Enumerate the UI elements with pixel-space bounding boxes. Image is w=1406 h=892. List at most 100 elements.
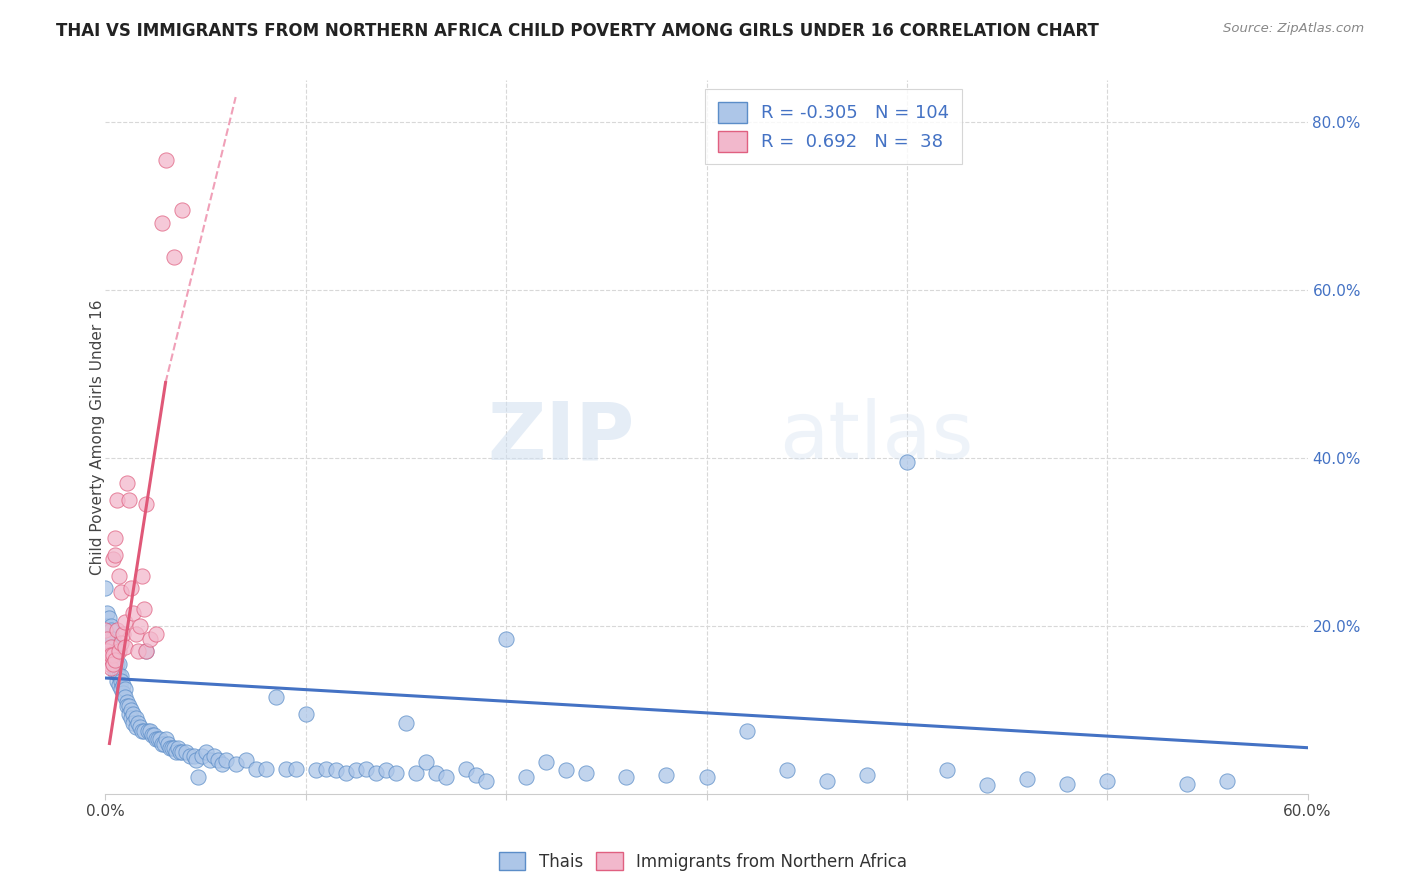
Point bbox=[150, 216, 173, 230]
Point bbox=[179, 749, 201, 764]
Point bbox=[100, 619, 122, 633]
Point bbox=[211, 757, 233, 772]
Point bbox=[103, 657, 125, 671]
Point bbox=[124, 720, 146, 734]
Point bbox=[155, 732, 177, 747]
Point bbox=[107, 673, 129, 688]
Point bbox=[108, 669, 131, 683]
Point bbox=[121, 581, 143, 595]
Point bbox=[104, 652, 127, 666]
Point bbox=[98, 648, 121, 663]
Point bbox=[138, 632, 160, 646]
Point bbox=[100, 648, 122, 663]
Point bbox=[118, 707, 141, 722]
Point bbox=[162, 740, 184, 755]
Point bbox=[150, 737, 173, 751]
Point bbox=[128, 720, 150, 734]
Point bbox=[159, 740, 181, 755]
Point bbox=[295, 707, 318, 722]
Point bbox=[96, 644, 118, 658]
Point bbox=[165, 745, 187, 759]
Point bbox=[124, 627, 146, 641]
Point bbox=[104, 665, 127, 680]
Point bbox=[395, 715, 418, 730]
Point bbox=[936, 764, 959, 778]
Point bbox=[108, 678, 131, 692]
Point bbox=[152, 737, 174, 751]
Point bbox=[110, 681, 132, 696]
Point bbox=[170, 203, 193, 218]
Point bbox=[117, 698, 139, 713]
Point bbox=[374, 764, 398, 778]
Point bbox=[135, 644, 157, 658]
Point bbox=[495, 632, 517, 646]
Point bbox=[98, 610, 121, 624]
Point bbox=[169, 745, 191, 759]
Point bbox=[103, 657, 125, 671]
Point bbox=[976, 779, 998, 793]
Point bbox=[344, 764, 367, 778]
Point bbox=[128, 619, 150, 633]
Point bbox=[112, 627, 135, 641]
Point bbox=[107, 657, 129, 671]
Text: Source: ZipAtlas.com: Source: ZipAtlas.com bbox=[1223, 22, 1364, 36]
Point bbox=[354, 762, 377, 776]
Point bbox=[96, 619, 118, 633]
Point bbox=[155, 153, 177, 167]
Point bbox=[187, 770, 209, 784]
Point bbox=[135, 644, 157, 658]
Point bbox=[100, 640, 122, 654]
Point bbox=[114, 640, 136, 654]
Point bbox=[696, 770, 718, 784]
Point bbox=[184, 753, 207, 767]
Point bbox=[655, 768, 678, 782]
Point bbox=[104, 640, 127, 654]
Point bbox=[114, 681, 136, 696]
Point bbox=[274, 762, 297, 776]
Point bbox=[110, 669, 132, 683]
Point bbox=[122, 707, 145, 722]
Point bbox=[98, 640, 121, 654]
Point bbox=[103, 632, 125, 646]
Point bbox=[112, 686, 135, 700]
Point bbox=[305, 764, 328, 778]
Point bbox=[434, 770, 457, 784]
Text: atlas: atlas bbox=[779, 398, 973, 476]
Point bbox=[108, 657, 131, 671]
Point bbox=[118, 493, 141, 508]
Point bbox=[104, 648, 127, 663]
Point bbox=[127, 715, 149, 730]
Point bbox=[122, 607, 145, 621]
Point bbox=[198, 753, 221, 767]
Point bbox=[132, 723, 155, 738]
Point bbox=[776, 764, 799, 778]
Point bbox=[114, 615, 136, 629]
Point bbox=[1017, 772, 1039, 786]
Point bbox=[117, 694, 139, 708]
Point bbox=[145, 627, 167, 641]
Point bbox=[108, 644, 131, 658]
Y-axis label: Child Poverty Among Girls Under 16: Child Poverty Among Girls Under 16 bbox=[90, 300, 104, 574]
Point bbox=[118, 698, 141, 713]
Point bbox=[103, 648, 125, 663]
Point bbox=[110, 636, 132, 650]
Point bbox=[170, 745, 193, 759]
Point bbox=[1056, 777, 1078, 791]
Point bbox=[114, 690, 136, 705]
Point bbox=[264, 690, 287, 705]
Point bbox=[100, 623, 122, 637]
Point bbox=[315, 762, 337, 776]
Point bbox=[855, 768, 877, 782]
Point bbox=[98, 657, 121, 671]
Point bbox=[131, 568, 153, 582]
Point bbox=[555, 764, 578, 778]
Point bbox=[104, 548, 127, 562]
Point bbox=[735, 723, 758, 738]
Point bbox=[1097, 774, 1119, 789]
Point bbox=[110, 673, 132, 688]
Point bbox=[425, 765, 447, 780]
Point bbox=[225, 757, 247, 772]
Point bbox=[190, 749, 212, 764]
Point bbox=[146, 732, 169, 747]
Point bbox=[385, 765, 408, 780]
